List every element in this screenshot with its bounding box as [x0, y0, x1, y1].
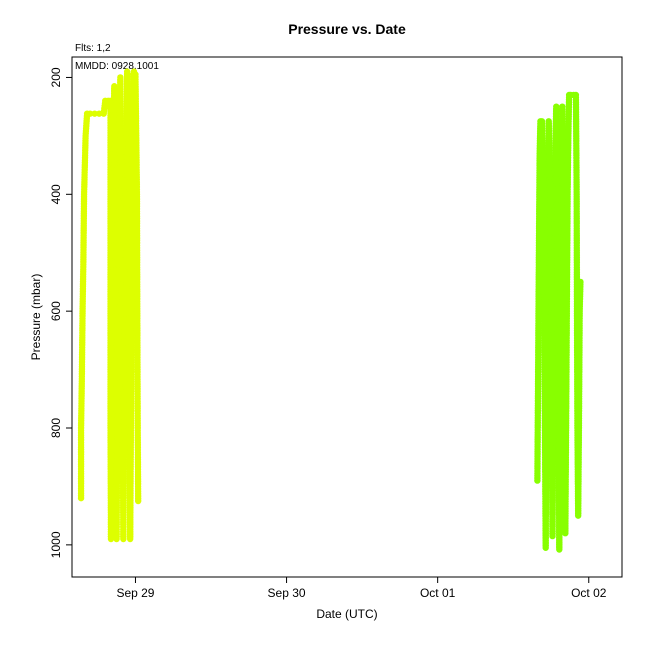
x-tick-label: Sep 30 — [268, 586, 306, 600]
y-axis-ticks: 200 400 600 800 1000 — [49, 67, 72, 558]
y-tick-label: 200 — [49, 67, 63, 87]
y-tick-label: 600 — [49, 301, 63, 321]
data-point — [86, 110, 94, 117]
series-1 — [77, 68, 142, 543]
data-point — [91, 110, 98, 117]
x-axis-label: Date (UTC) — [316, 607, 377, 621]
chart-title: Pressure vs. Date — [288, 21, 406, 37]
flights-info: Flts: 1,2 — [75, 43, 111, 54]
data-point — [577, 278, 584, 286]
x-tick-label: Oct 01 — [420, 586, 456, 600]
x-axis-ticks: Sep 29 Sep 30 Oct 01 Oct 02 — [116, 577, 607, 600]
data-points-layer — [77, 68, 584, 553]
data-point — [96, 110, 103, 117]
y-tick-label: 1000 — [49, 531, 63, 558]
date-info: MMDD: 0928,1001 — [75, 61, 159, 72]
y-tick-label: 400 — [49, 184, 63, 204]
series-2 — [534, 91, 584, 553]
data-point — [134, 497, 142, 505]
x-tick-label: Sep 29 — [116, 586, 154, 600]
x-tick-label: Oct 02 — [571, 586, 607, 600]
y-tick-label: 800 — [49, 418, 63, 438]
y-axis-label: Pressure (mbar) — [29, 274, 43, 361]
